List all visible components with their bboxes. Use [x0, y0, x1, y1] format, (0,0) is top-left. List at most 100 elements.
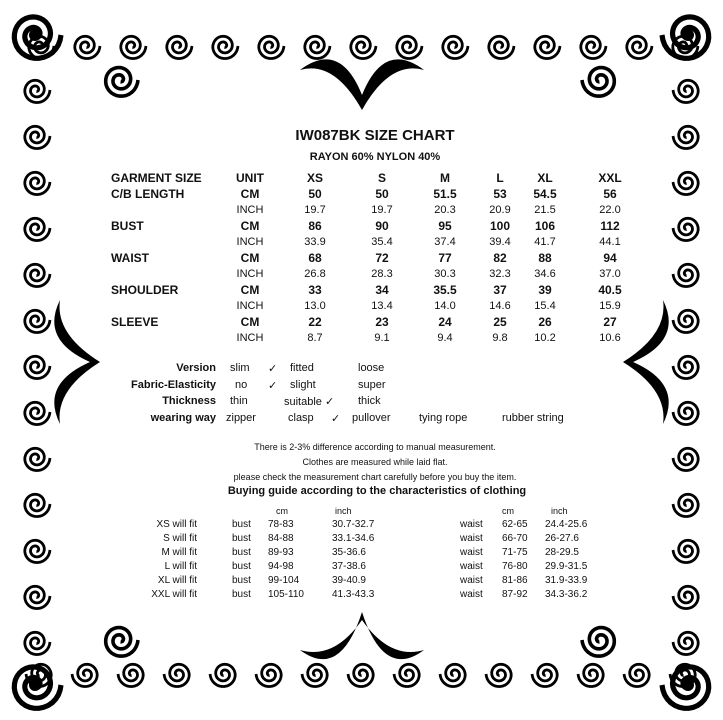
- guide-waist: waist: [460, 589, 483, 600]
- inch-value: 9.8: [492, 332, 508, 344]
- guide-bust: bust: [232, 589, 251, 600]
- inch-value: 14.0: [434, 300, 456, 312]
- guide-waist: waist: [460, 561, 483, 572]
- ornament-scroll: [23, 308, 52, 334]
- ornament-scroll: [671, 170, 700, 196]
- ornament-scroll: [23, 492, 52, 518]
- ornament-scroll: [103, 65, 140, 98]
- ornament-scroll: [119, 34, 148, 60]
- guide-waist-inch: 31.9-33.9: [545, 575, 588, 586]
- guide-waist: waist: [460, 519, 483, 530]
- ornament-scroll: [300, 662, 329, 688]
- ornament-scroll: [659, 664, 712, 711]
- guide-waist: waist: [460, 547, 483, 558]
- ornament-scroll: [103, 625, 140, 658]
- ornament-scroll: [211, 34, 240, 60]
- guide-waist-inch: 34.3-36.2: [545, 589, 588, 600]
- guide-waist-cm: 87-92: [502, 589, 528, 600]
- unit-inch: INCH: [236, 300, 264, 312]
- ornament-scroll: [70, 662, 99, 688]
- feature-option: thin: [230, 395, 248, 407]
- ornament-scroll: [671, 446, 700, 472]
- cm-value: 77: [438, 251, 452, 265]
- ornament-scroll: [395, 34, 424, 60]
- ornament-scroll: [682, 29, 694, 41]
- feature-option: ✓: [268, 363, 278, 375]
- cm-value: 26: [538, 315, 552, 329]
- guide-bust: bust: [232, 547, 251, 558]
- guide-bust-cm: 78-83: [268, 519, 294, 530]
- ornament-scroll: [530, 662, 559, 688]
- cm-value: 51.5: [433, 187, 457, 201]
- inch-value: 28.3: [371, 268, 393, 280]
- cm-value: 50: [308, 187, 322, 201]
- ornament-scroll: [682, 679, 694, 691]
- cm-value: 68: [308, 251, 322, 265]
- ornament-scroll: [671, 78, 700, 104]
- guide-waist-inch: 28-29.5: [545, 547, 579, 558]
- inch-value: 9.4: [437, 332, 453, 344]
- feature-label: Version: [176, 362, 216, 374]
- unit-inch: INCH: [236, 204, 264, 216]
- guide-bust-inch: 41.3-43.3: [332, 589, 375, 600]
- feature-option: ✓: [268, 379, 278, 392]
- inch-value: 34.6: [534, 268, 556, 280]
- ornament-scroll: [254, 662, 283, 688]
- feature-option: zipper: [226, 411, 256, 424]
- feature-option: loose: [358, 362, 385, 374]
- inch-value: 41.7: [534, 236, 556, 248]
- inch-value: 8.7: [307, 332, 323, 344]
- ornament-scroll: [11, 664, 64, 711]
- guide-bust: bust: [232, 519, 251, 530]
- guide-size-label: XS will fit: [156, 519, 197, 530]
- cm-value: 112: [600, 219, 620, 233]
- guide-bust: bust: [232, 561, 251, 572]
- ornament-scroll: [625, 34, 654, 60]
- feature-option: suitable ✓: [284, 396, 335, 408]
- guide-size-label: XXL will fit: [151, 589, 197, 600]
- guide-bust-cm: 89-93: [268, 547, 294, 558]
- guide-size-label: S will fit: [163, 533, 197, 544]
- inch-value: 10.2: [534, 332, 556, 344]
- ornament-scroll: [300, 612, 424, 660]
- unit-cm: CM: [240, 187, 260, 201]
- cm-value: 95: [438, 219, 452, 233]
- unit-cm: CM: [240, 251, 260, 265]
- feature-option: slim: [230, 362, 250, 374]
- ornament-scroll: [671, 124, 700, 150]
- inch-value: 22.0: [599, 204, 621, 216]
- ornament-scroll: [208, 662, 237, 688]
- feature-option: slight: [290, 378, 316, 391]
- ornament-scroll: [23, 216, 52, 242]
- ornament-scroll: [23, 170, 52, 196]
- ornament-scroll: [671, 584, 700, 610]
- cm-value: 54.5: [533, 187, 557, 201]
- cm-value: 27: [603, 315, 617, 329]
- ornament-scroll: [23, 124, 52, 150]
- inch-value: 30.3: [434, 268, 456, 280]
- fabric-composition: RAYON 60% NYLON 40%: [309, 151, 441, 163]
- feature-option: tying rope: [419, 411, 468, 424]
- ornament-scroll: [671, 630, 700, 656]
- guide-bust-cm: 84-88: [268, 533, 294, 544]
- cm-value: 90: [375, 219, 389, 233]
- measurement-label: BUST: [111, 219, 144, 233]
- page-title: IW087BK SIZE CHART: [295, 127, 455, 144]
- ornament-scroll: [23, 400, 52, 426]
- guide-waist-cm: 76-80: [502, 561, 528, 572]
- inch-value: 20.3: [434, 204, 456, 216]
- guide-bust-cm: 105-110: [268, 589, 304, 600]
- inch-value: 19.7: [371, 204, 393, 216]
- table-header: XS: [306, 171, 324, 185]
- guide-bust: bust: [232, 575, 251, 586]
- ornament-scroll: [23, 354, 52, 380]
- guide-size-label: M will fit: [161, 547, 197, 558]
- ornament-scroll: [580, 625, 617, 658]
- inch-value: 19.7: [304, 204, 326, 216]
- guide-waist-cm: 81-86: [502, 575, 528, 586]
- unit-cm: CM: [240, 315, 260, 329]
- inch-value: 10.6: [599, 332, 621, 344]
- guide-size-label: XL will fit: [157, 575, 197, 586]
- cm-value: 34: [375, 283, 389, 297]
